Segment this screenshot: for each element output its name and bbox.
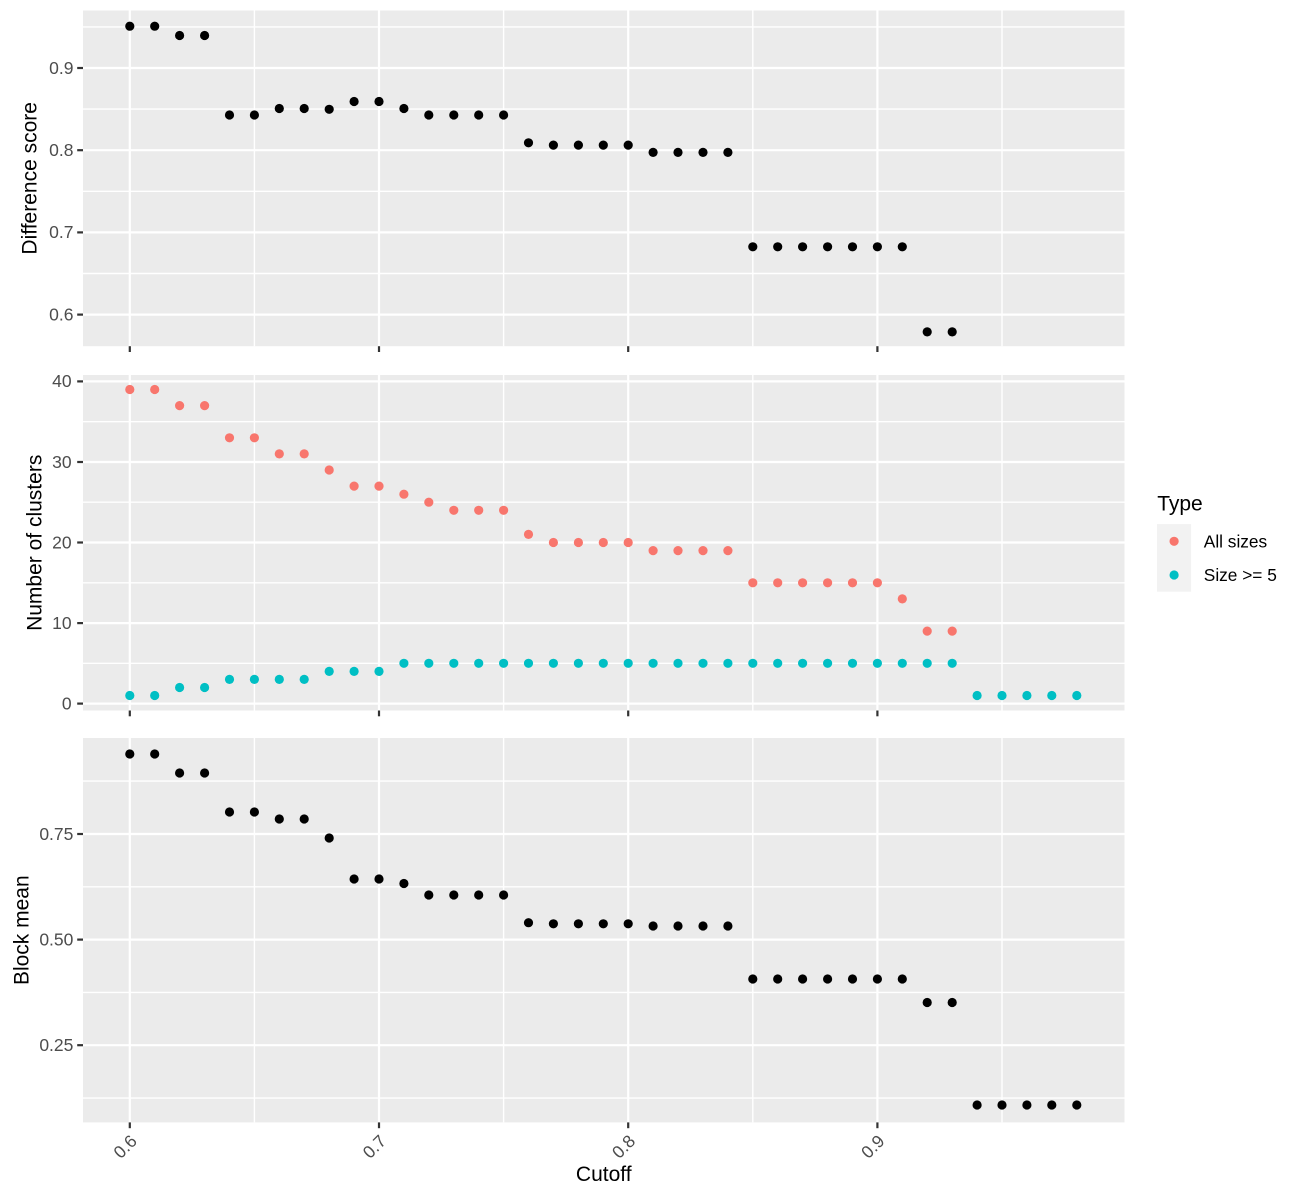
svg-text:Number of clusters: Number of clusters [24,455,47,631]
svg-text:0: 0 [62,693,72,713]
svg-text:40: 40 [52,371,72,391]
svg-text:Difference score: Difference score [19,102,42,255]
svg-text:0.50: 0.50 [39,929,73,949]
svg-text:10: 10 [52,613,72,633]
svg-text:0.25: 0.25 [39,1035,73,1055]
svg-text:Cutoff: Cutoff [576,1163,632,1186]
svg-text:20: 20 [52,532,72,552]
svg-text:0.75: 0.75 [39,824,73,844]
svg-text:0.6: 0.6 [49,304,73,324]
svg-text:30: 30 [52,452,72,472]
svg-text:0.7: 0.7 [49,222,73,242]
svg-text:Block mean: Block mean [11,875,34,985]
svg-text:Type: Type [1157,493,1203,516]
svg-text:0.8: 0.8 [49,140,73,160]
svg-text:Size >= 5: Size >= 5 [1204,565,1277,585]
svg-text:All sizes: All sizes [1204,532,1268,552]
svg-text:0.9: 0.9 [49,58,73,78]
